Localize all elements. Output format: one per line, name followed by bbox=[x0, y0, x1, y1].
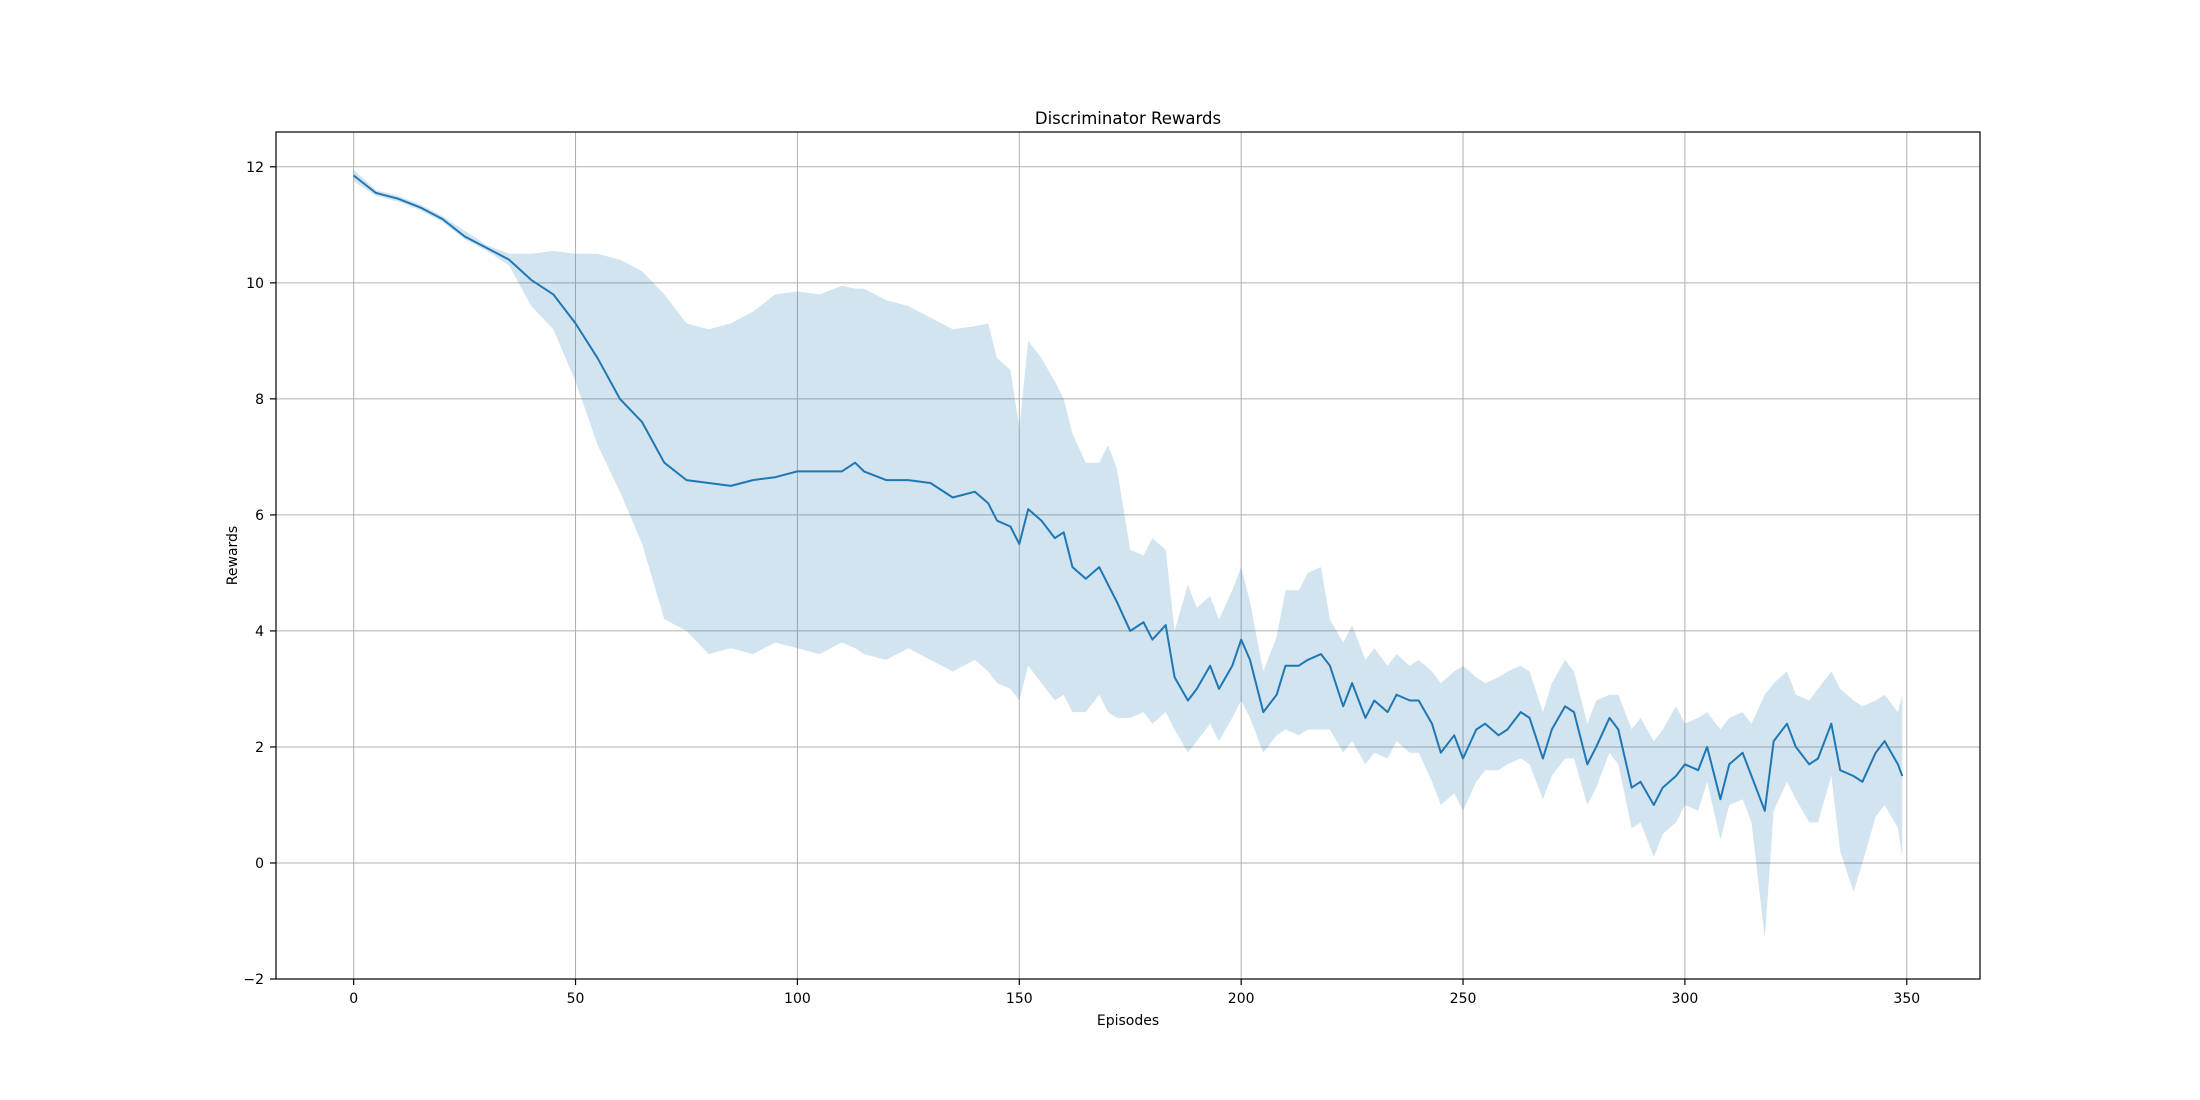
y-tick-label: 2 bbox=[255, 740, 264, 756]
grid-lines bbox=[276, 132, 1980, 980]
y-tick-label: 6 bbox=[255, 508, 264, 524]
x-tick-label: 150 bbox=[1006, 991, 1033, 1007]
plot-frame bbox=[275, 131, 1981, 980]
y-axis-ticks: −2 0 2 4 6 8 10 12 bbox=[243, 160, 276, 988]
x-tick-label: 350 bbox=[1893, 991, 1920, 1007]
y-tick-label: 8 bbox=[255, 392, 264, 408]
y-tick-label: −2 bbox=[243, 972, 264, 988]
y-axis-label: Rewards bbox=[225, 526, 241, 585]
x-tick-label: 0 bbox=[349, 991, 358, 1007]
y-tick-label: 10 bbox=[246, 276, 264, 292]
x-tick-label: 200 bbox=[1228, 991, 1255, 1007]
x-tick-label: 300 bbox=[1672, 991, 1699, 1007]
x-tick-label: 250 bbox=[1450, 991, 1477, 1007]
std-band bbox=[353, 169, 1903, 939]
x-tick-label: 50 bbox=[567, 991, 585, 1007]
y-tick-label: 0 bbox=[255, 856, 264, 872]
x-tick-label: 100 bbox=[784, 991, 811, 1007]
mean-series-line bbox=[353, 174, 1904, 812]
y-tick-label: 12 bbox=[246, 160, 264, 176]
chart-title: Discriminator Rewards bbox=[1035, 109, 1221, 128]
x-axis-ticks: 0 50 100 150 200 250 300 350 bbox=[349, 979, 1920, 1007]
x-axis-label: Episodes bbox=[1097, 1013, 1159, 1029]
y-tick-label: 4 bbox=[255, 624, 264, 640]
